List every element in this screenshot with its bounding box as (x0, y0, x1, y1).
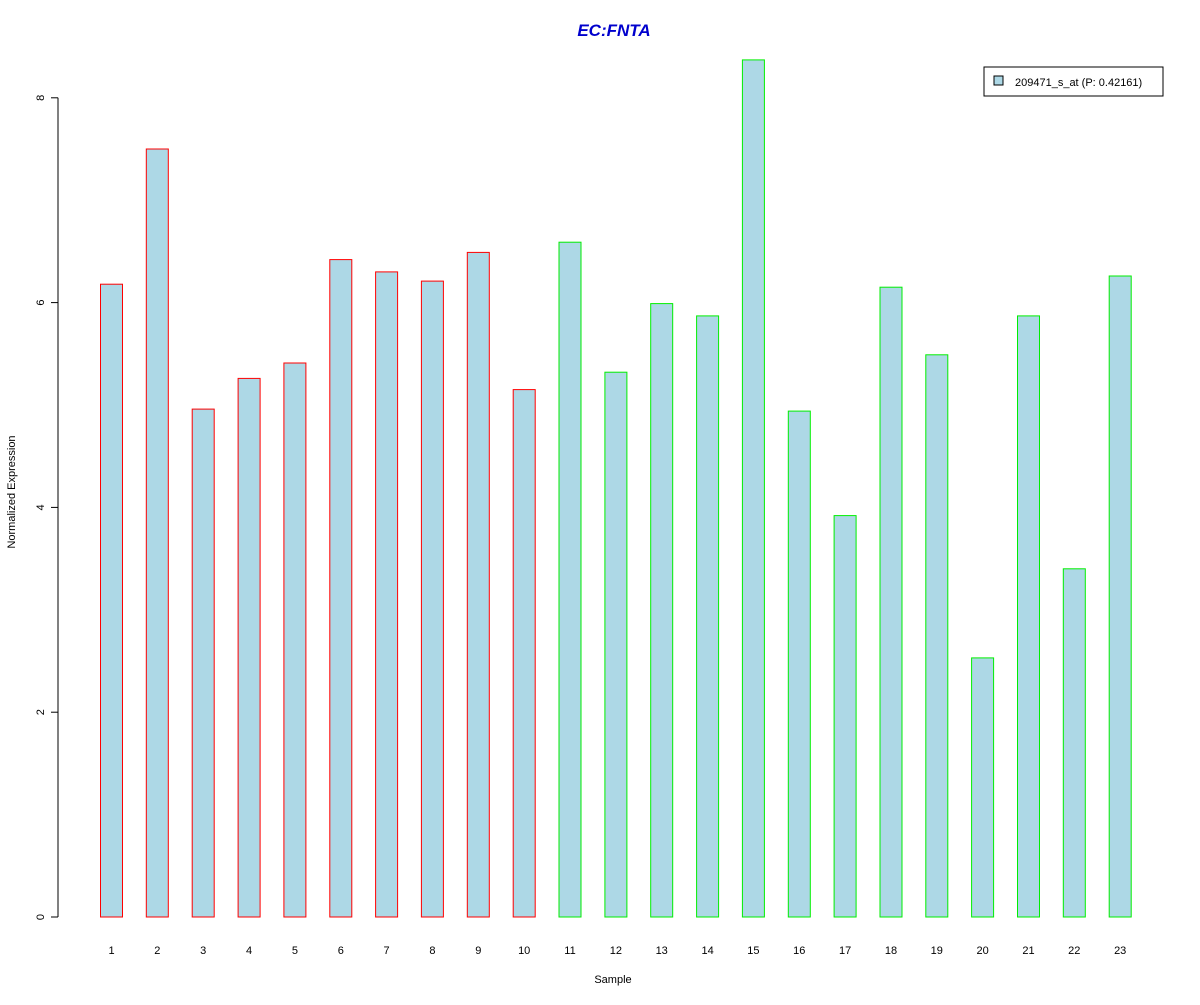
y-tick-label: 8 (35, 95, 47, 101)
bar-sample-15 (741, 59, 765, 918)
bar-sample-17 (833, 515, 857, 918)
x-tick-label: 21 (1022, 945, 1034, 957)
y-axis-title: Normalized Expression (6, 435, 18, 548)
x-tick-label: 12 (610, 945, 622, 957)
bar-sample-14 (696, 315, 720, 918)
bar-sample-19 (925, 354, 949, 918)
bar-sample-10 (512, 389, 536, 918)
legend-box (983, 66, 1164, 97)
bar-sample-4 (237, 377, 261, 918)
bar-sample-20 (971, 657, 995, 918)
bar-sample-12 (604, 371, 628, 918)
x-tick-label: 11 (564, 945, 575, 957)
x-tick-label: 3 (200, 945, 206, 957)
x-tick-label: 1 (108, 945, 114, 957)
x-tick-label: 16 (793, 945, 805, 957)
bar-sample-23 (1108, 275, 1132, 918)
x-tick-label: 17 (839, 945, 851, 957)
x-tick-label: 15 (747, 945, 759, 957)
y-tick-label: 0 (35, 914, 47, 920)
x-tick-label: 8 (429, 945, 435, 957)
y-tick-label: 6 (35, 300, 47, 306)
bar-sample-5 (283, 362, 307, 918)
legend: 209471_s_at (P: 0.42161) (983, 66, 1164, 97)
y-tick-label: 2 (35, 709, 47, 715)
x-tick-labels: 1 2 3 4 5 6 7 8 9 10 11 12 13 14 15 16 17 18 19 20 21 22 23 (108, 945, 1126, 957)
bar-sample-8 (420, 280, 444, 918)
bar-sample-3 (191, 408, 215, 918)
chart-title: EC:FNTA (577, 21, 650, 40)
x-axis-title: Sample (594, 974, 631, 986)
bar-sample-1 (100, 283, 123, 918)
x-tick-label: 5 (292, 945, 298, 957)
y-tick-label: 4 (35, 504, 47, 510)
bar-sample-13 (650, 303, 674, 918)
x-tick-label: 10 (518, 945, 530, 957)
x-tick-label: 14 (701, 945, 713, 957)
legend-label: 209471_s_at (P: 0.42161) (1015, 77, 1142, 89)
legend-swatch (993, 75, 1004, 86)
bar-sample-9 (466, 251, 490, 918)
x-tick-label: 9 (475, 945, 481, 957)
x-tick-label: 4 (246, 945, 252, 957)
x-tick-label: 20 (976, 945, 988, 957)
bar-sample-16 (787, 410, 811, 918)
x-tick-label: 23 (1114, 945, 1126, 957)
x-tick-label: 13 (656, 945, 668, 957)
x-tick-label: 2 (154, 945, 160, 957)
x-tick-label: 18 (885, 945, 897, 957)
bar-sample-21 (1017, 315, 1040, 918)
bar-sample-2 (145, 148, 169, 918)
bar-sample-18 (879, 286, 903, 918)
bar-sample-7 (375, 271, 399, 918)
x-tick-label: 6 (338, 945, 344, 957)
bar-sample-6 (329, 259, 353, 918)
bar-sample-22 (1062, 568, 1086, 918)
x-tick-label: 19 (931, 945, 943, 957)
x-tick-label: 22 (1068, 945, 1080, 957)
y-axis: 0 2 4 6 8 (35, 95, 59, 920)
bars-group (100, 59, 1132, 918)
x-tick-label: 7 (384, 945, 390, 957)
bar-sample-11 (558, 241, 582, 918)
